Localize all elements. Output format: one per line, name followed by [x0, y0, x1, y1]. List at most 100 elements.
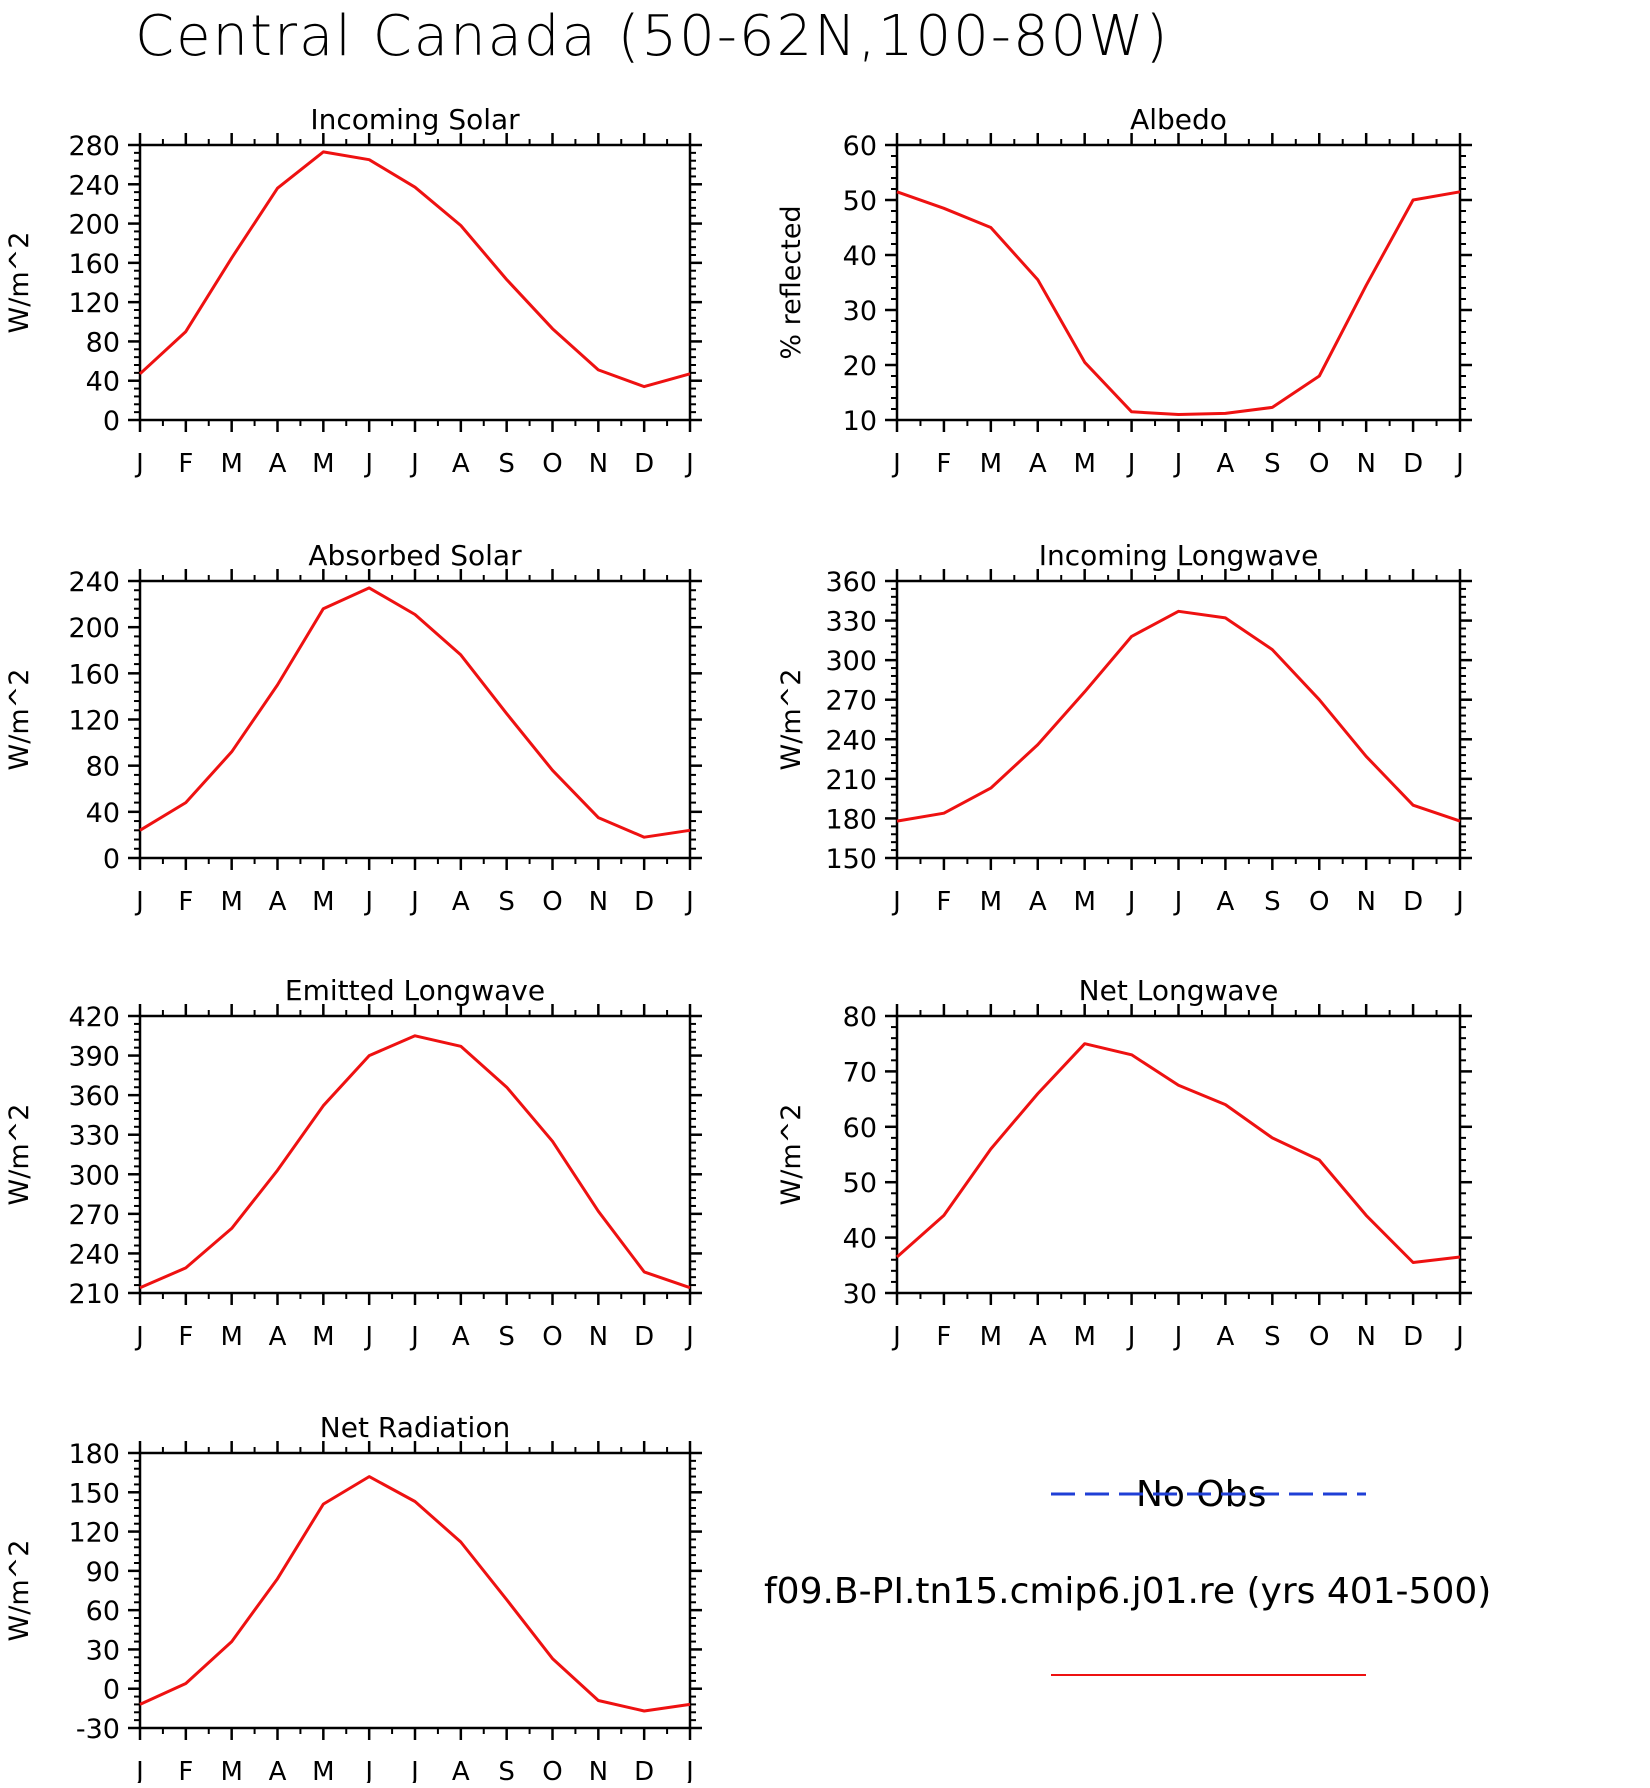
- x-tick-label: N: [589, 887, 608, 917]
- x-tick-label: O: [542, 1322, 562, 1352]
- x-tick-label: D: [634, 1757, 654, 1783]
- legend-model-label: f09.B-PI.tn15.cmip6.j01.re (yrs 401-500): [764, 1571, 1492, 1612]
- x-tick-label: J: [1454, 449, 1464, 479]
- x-ticks: [895, 133, 1462, 432]
- y-axis-label: W/m^2: [776, 1104, 807, 1206]
- series-line: [896, 1042, 1461, 1264]
- y-tick-label: 120: [68, 288, 120, 319]
- x-tick-label: A: [452, 1322, 470, 1352]
- x-tick-label: O: [542, 1757, 562, 1783]
- x-tick-label: M: [220, 1757, 242, 1783]
- x-tick-label: D: [634, 887, 654, 917]
- x-tick-label: S: [498, 449, 515, 479]
- x-tick-label: S: [1264, 449, 1281, 479]
- x-tick-label: N: [1356, 887, 1375, 917]
- y-tick-label: 420: [68, 1002, 120, 1033]
- x-tick-label: D: [634, 449, 654, 479]
- x-tick-label: D: [1403, 1322, 1423, 1352]
- y-tick-label: 240: [68, 170, 120, 201]
- y-tick-label: 330: [68, 1121, 120, 1152]
- y-tick-label: 200: [68, 210, 120, 241]
- panel-title: Incoming Longwave: [1039, 539, 1319, 572]
- x-tick-label: O: [1309, 449, 1329, 479]
- y-tick-label: 270: [825, 686, 877, 717]
- plot-frame: [895, 1014, 1462, 1295]
- x-tick-label: J: [684, 449, 694, 479]
- y-tick-label: 160: [68, 249, 120, 280]
- x-tick-label: O: [1309, 1322, 1329, 1352]
- series-line: [896, 190, 1461, 416]
- y-tick-label: 360: [68, 1081, 120, 1112]
- x-ticks: [138, 1441, 692, 1740]
- y-tick-label: 80: [843, 1002, 877, 1033]
- x-tick-label: M: [1073, 1322, 1095, 1352]
- x-tick-label: J: [1173, 887, 1183, 917]
- x-tick-label: J: [363, 449, 373, 479]
- x-tick-label: A: [269, 449, 287, 479]
- y-tick-label: 150: [825, 844, 877, 875]
- x-tick-label: J: [1173, 1322, 1183, 1352]
- plot-frame: [895, 579, 1462, 860]
- x-tick-label: J: [1173, 449, 1183, 479]
- y-tick-label: 10: [843, 406, 877, 437]
- x-tick-label: M: [312, 887, 334, 917]
- chart-panel-1: J F M A M J J A S O N D J04080120160200240280Incomin…: [4, 103, 702, 479]
- x-ticks: [895, 569, 1462, 870]
- y-tick-label: 210: [68, 1279, 120, 1310]
- y-tick-label: 270: [68, 1200, 120, 1231]
- x-tick-label: M: [220, 887, 242, 917]
- y-ticks: [885, 1014, 1472, 1295]
- x-tick-label: J: [134, 887, 144, 917]
- y-axis-label: % reflected: [776, 205, 807, 359]
- y-tick-label: 30: [86, 1635, 120, 1666]
- y-tick-label: 40: [86, 367, 120, 398]
- y-tick-label: 90: [86, 1557, 120, 1588]
- y-axis-label: W/m^2: [776, 669, 807, 771]
- y-ticks: [885, 579, 1472, 860]
- x-tick-label: F: [178, 1322, 193, 1352]
- panel-title: Absorbed Solar: [308, 539, 522, 572]
- y-tick-label: 180: [68, 1439, 120, 1470]
- y-ticks: [128, 1451, 702, 1730]
- x-tick-label: A: [1029, 449, 1047, 479]
- y-ticks: [128, 1014, 702, 1295]
- y-tick-label: 40: [843, 1224, 877, 1255]
- y-ticks: [885, 143, 1472, 422]
- y-axis-label: W/m^2: [4, 1104, 35, 1206]
- x-tick-label: A: [1029, 887, 1047, 917]
- x-tick-label: J: [684, 1322, 694, 1352]
- y-axis-label: W/m^2: [4, 1540, 35, 1642]
- panel-title: Net Radiation: [320, 1411, 510, 1444]
- series-line: [139, 1475, 691, 1713]
- y-tick-label: 0: [103, 406, 120, 437]
- x-tick-label: A: [269, 1757, 287, 1783]
- x-tick-label: O: [1309, 887, 1329, 917]
- x-tick-label: S: [498, 1757, 515, 1783]
- x-tick-label: M: [312, 1322, 334, 1352]
- panel-title: Emitted Longwave: [285, 974, 545, 1007]
- y-axis-label: W/m^2: [4, 669, 35, 771]
- y-tick-label: 360: [825, 567, 877, 598]
- x-tick-label: D: [634, 1322, 654, 1352]
- x-tick-label: F: [178, 887, 193, 917]
- series-line: [139, 586, 691, 839]
- series-line: [139, 1034, 691, 1290]
- x-tick-label: F: [936, 449, 951, 479]
- chart-panel-5: J F M A M J J A S O N D J210240270300330360390420Emi…: [4, 974, 702, 1352]
- y-tick-label: 300: [68, 1160, 120, 1191]
- x-tick-label: J: [1126, 887, 1136, 917]
- y-tick-label: 240: [68, 567, 120, 598]
- x-tick-label: S: [1264, 1322, 1281, 1352]
- y-ticks: [128, 143, 702, 422]
- y-tick-label: 120: [68, 706, 120, 737]
- y-tick-label: 40: [843, 241, 877, 272]
- x-tick-label: A: [1217, 1322, 1235, 1352]
- x-tick-label: J: [684, 1757, 694, 1783]
- legend-model-line: [1051, 1674, 1366, 1676]
- x-tick-label: J: [891, 1322, 901, 1352]
- x-tick-label: F: [178, 1757, 193, 1783]
- x-tick-label: J: [134, 1757, 144, 1783]
- panel-title: Incoming Solar: [310, 103, 520, 136]
